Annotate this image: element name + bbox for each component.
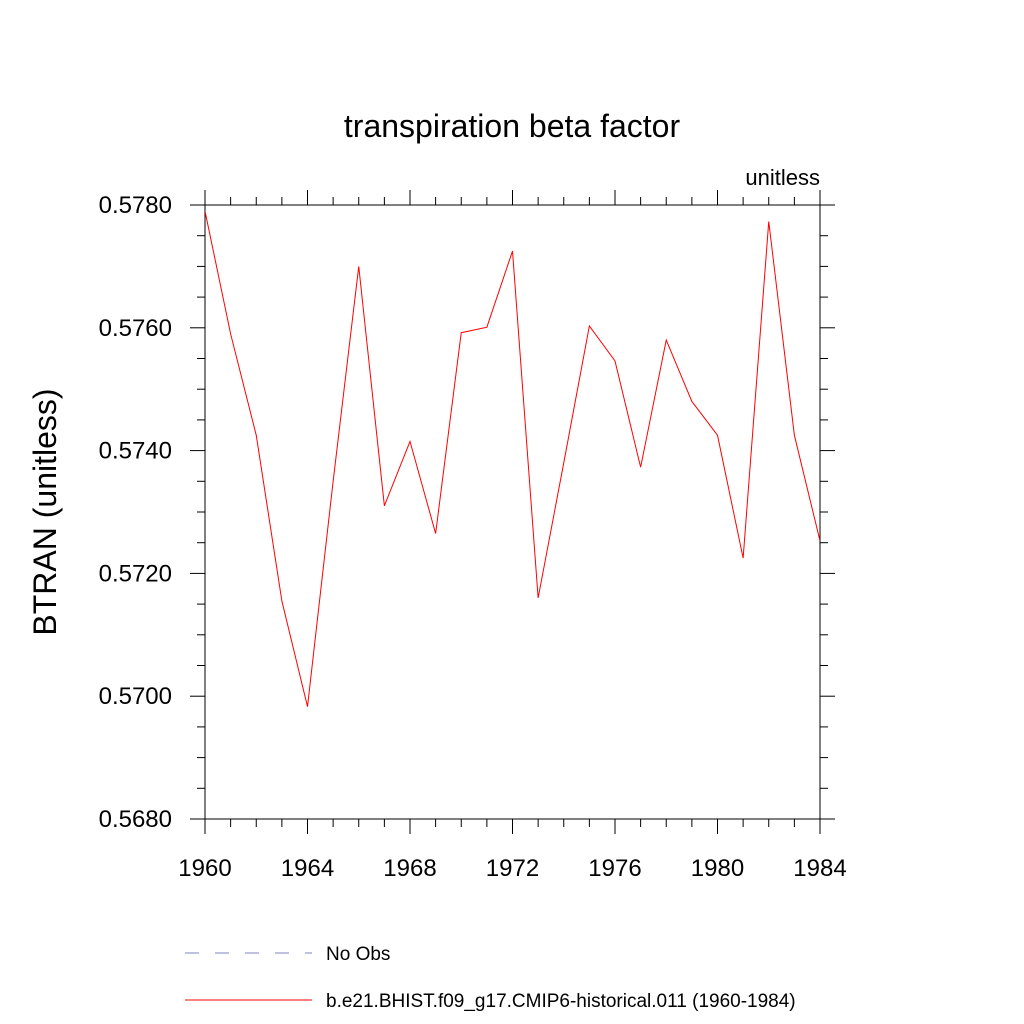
x-tick-label: 1960 — [178, 855, 231, 882]
series-layer — [205, 211, 820, 707]
y-tick-label: 0.5700 — [99, 683, 172, 710]
units-label: unitless — [745, 165, 820, 190]
legend-label: b.e21.BHIST.f09_g17.CMIP6-historical.011… — [326, 991, 796, 1012]
y-tick-label: 0.5740 — [99, 438, 172, 465]
legend: No Obs b.e21.BHIST.f09_g17.CMIP6-historic… — [185, 944, 796, 1012]
x-tick-label: 1972 — [486, 855, 539, 882]
x-tick-label: 1980 — [691, 855, 744, 882]
y-tick-label: 0.5760 — [99, 315, 172, 342]
plot-frame — [204, 204, 821, 820]
y-tick-label: 0.5780 — [99, 192, 172, 219]
x-tick-label: 1968 — [383, 855, 436, 882]
legend-label: No Obs — [326, 944, 390, 965]
x-tick-label: 1984 — [793, 855, 846, 882]
axis-ticks — [190, 190, 835, 834]
y-tick-label: 0.5680 — [99, 806, 172, 833]
axis-tick-labels: 1960 1964 1968 1972 1976 1980 1984 0.5680 0.5700… — [99, 192, 847, 882]
y-axis-label: BTRAN (unitless) — [27, 388, 63, 635]
x-tick-label: 1976 — [588, 855, 641, 882]
plot-area — [205, 211, 820, 707]
series-line — [205, 211, 820, 707]
chart-title: transpiration beta factor — [344, 108, 681, 144]
y-tick-label: 0.5720 — [99, 560, 172, 587]
x-tick-label: 1964 — [281, 855, 334, 882]
